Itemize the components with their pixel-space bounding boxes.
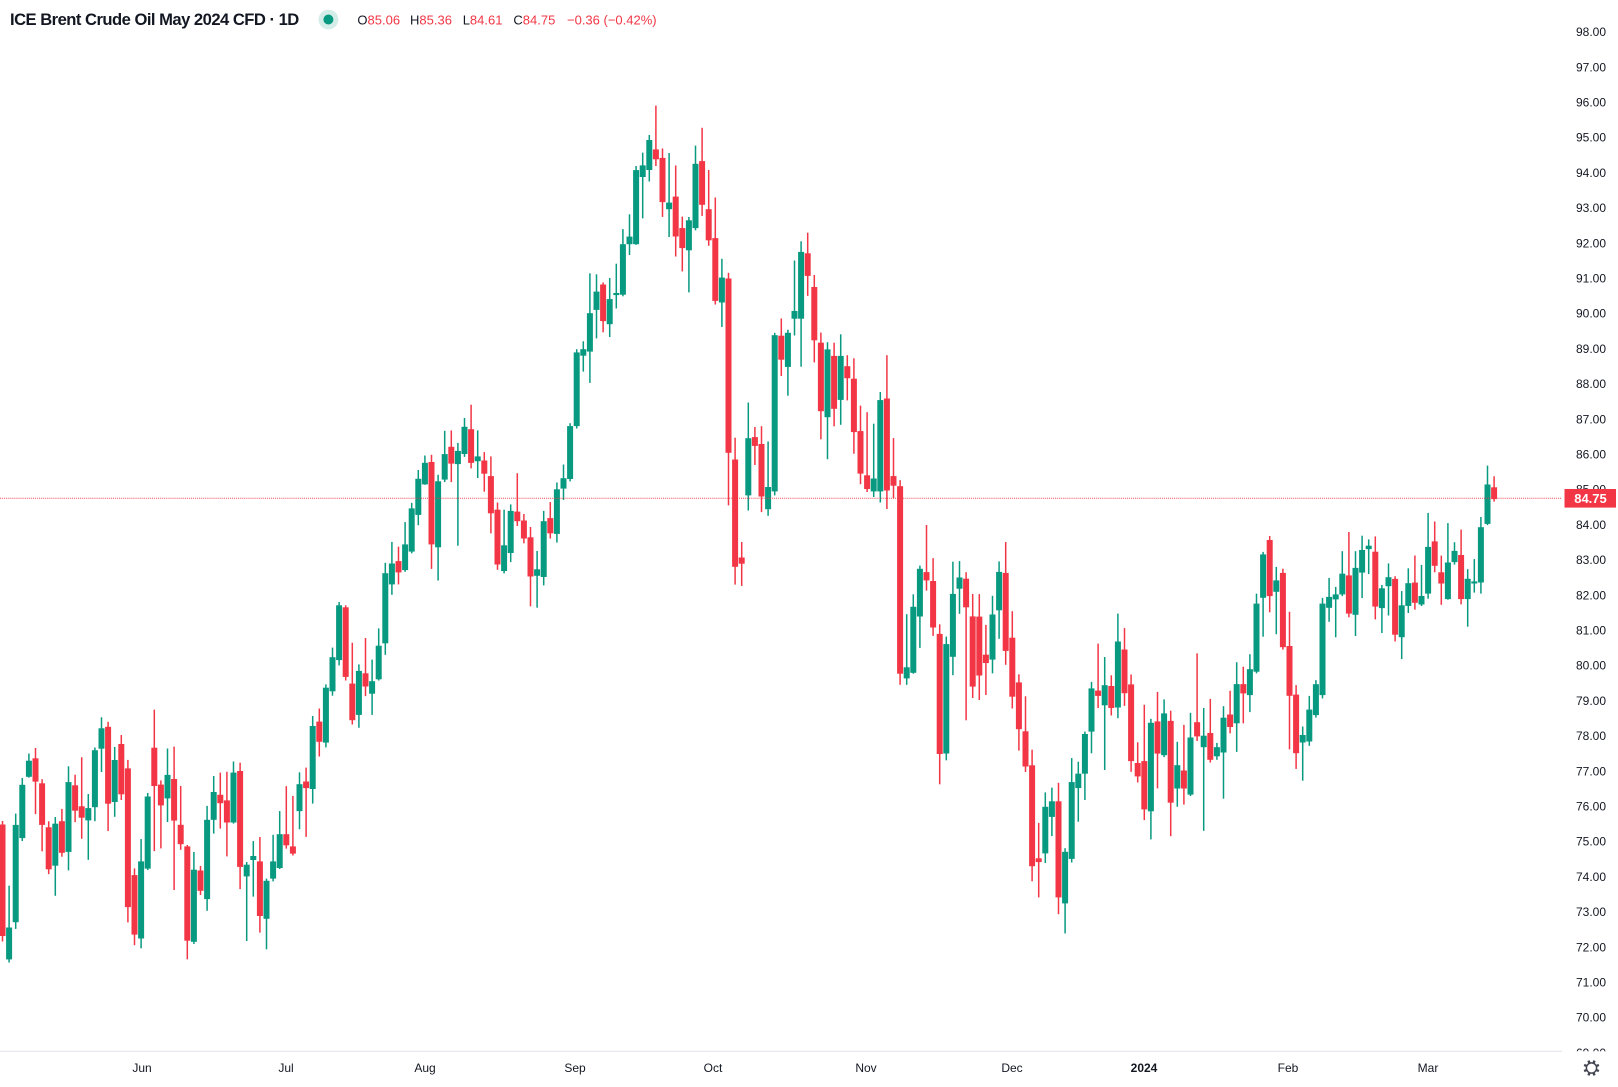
svg-text:93.00: 93.00 bbox=[1576, 201, 1606, 215]
svg-text:76.00: 76.00 bbox=[1576, 800, 1606, 814]
svg-text:81.00: 81.00 bbox=[1576, 624, 1606, 638]
svg-text:H85.36: H85.36 bbox=[410, 12, 452, 27]
svg-text:77.00: 77.00 bbox=[1576, 764, 1606, 778]
svg-text:Dec: Dec bbox=[1001, 1061, 1022, 1075]
svg-text:95.00: 95.00 bbox=[1576, 131, 1606, 145]
svg-text:73.00: 73.00 bbox=[1576, 905, 1606, 919]
svg-text:75.00: 75.00 bbox=[1576, 835, 1606, 849]
svg-text:Jul: Jul bbox=[278, 1061, 293, 1075]
svg-text:98.00: 98.00 bbox=[1576, 25, 1606, 39]
svg-text:84.75: 84.75 bbox=[1574, 491, 1607, 506]
svg-text:83.00: 83.00 bbox=[1576, 553, 1606, 567]
svg-text:72.00: 72.00 bbox=[1576, 940, 1606, 954]
svg-text:78.00: 78.00 bbox=[1576, 729, 1606, 743]
svg-text:Sep: Sep bbox=[564, 1061, 586, 1075]
svg-text:74.00: 74.00 bbox=[1576, 870, 1606, 884]
svg-text:90.00: 90.00 bbox=[1576, 307, 1606, 321]
svg-text:94.00: 94.00 bbox=[1576, 166, 1606, 180]
svg-text:87.00: 87.00 bbox=[1576, 412, 1606, 426]
svg-text:Feb: Feb bbox=[1278, 1061, 1299, 1075]
svg-text:2024: 2024 bbox=[1131, 1061, 1158, 1075]
svg-text:69.00: 69.00 bbox=[1576, 1046, 1606, 1060]
svg-text:92.00: 92.00 bbox=[1576, 236, 1606, 250]
svg-text:Jun: Jun bbox=[132, 1061, 151, 1075]
svg-text:Aug: Aug bbox=[414, 1061, 435, 1075]
svg-text:79.00: 79.00 bbox=[1576, 694, 1606, 708]
svg-text:Nov: Nov bbox=[855, 1061, 876, 1075]
svg-text:96.00: 96.00 bbox=[1576, 96, 1606, 110]
svg-text:91.00: 91.00 bbox=[1576, 272, 1606, 286]
svg-text:Mar: Mar bbox=[1418, 1061, 1439, 1075]
svg-text:C84.75: C84.75 bbox=[513, 12, 555, 27]
svg-text:O85.06: O85.06 bbox=[357, 12, 400, 27]
svg-text:−0.36 (−0.42%): −0.36 (−0.42%) bbox=[567, 12, 657, 27]
svg-text:70.00: 70.00 bbox=[1576, 1011, 1606, 1025]
svg-text:80.00: 80.00 bbox=[1576, 659, 1606, 673]
svg-text:84.00: 84.00 bbox=[1576, 518, 1606, 532]
svg-text:89.00: 89.00 bbox=[1576, 342, 1606, 356]
svg-text:L84.61: L84.61 bbox=[463, 12, 503, 27]
svg-text:88.00: 88.00 bbox=[1576, 377, 1606, 391]
svg-text:82.00: 82.00 bbox=[1576, 588, 1606, 602]
svg-text:Oct: Oct bbox=[704, 1061, 723, 1075]
svg-text:86.00: 86.00 bbox=[1576, 448, 1606, 462]
svg-text:71.00: 71.00 bbox=[1576, 976, 1606, 990]
svg-text:ICE Brent Crude Oil May 2024 C: ICE Brent Crude Oil May 2024 CFD · 1D bbox=[10, 10, 299, 29]
svg-text:97.00: 97.00 bbox=[1576, 60, 1606, 74]
